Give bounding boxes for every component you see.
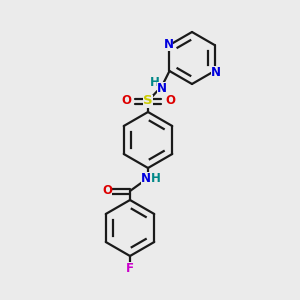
Text: N: N (211, 65, 220, 79)
Text: O: O (121, 94, 131, 107)
Text: O: O (102, 184, 112, 197)
Text: N: N (141, 172, 151, 184)
Text: H: H (150, 76, 160, 89)
Text: F: F (126, 262, 134, 275)
Text: S: S (143, 94, 153, 107)
Text: H: H (151, 172, 161, 184)
Text: O: O (165, 94, 175, 107)
Text: N: N (164, 38, 173, 50)
Text: N: N (157, 82, 167, 94)
